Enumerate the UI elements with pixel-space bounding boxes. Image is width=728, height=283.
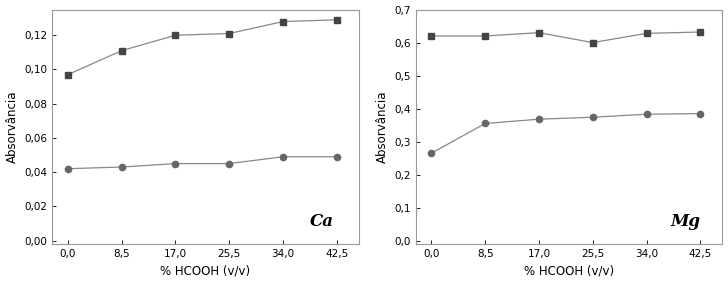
Text: Mg: Mg: [670, 213, 700, 230]
X-axis label: % HCOOH (v/v): % HCOOH (v/v): [524, 264, 614, 277]
Y-axis label: Absorvância: Absorvância: [376, 91, 389, 163]
Y-axis label: Absorvância: Absorvância: [6, 91, 18, 163]
X-axis label: % HCOOH (v/v): % HCOOH (v/v): [160, 264, 250, 277]
Text: Ca: Ca: [310, 213, 334, 230]
